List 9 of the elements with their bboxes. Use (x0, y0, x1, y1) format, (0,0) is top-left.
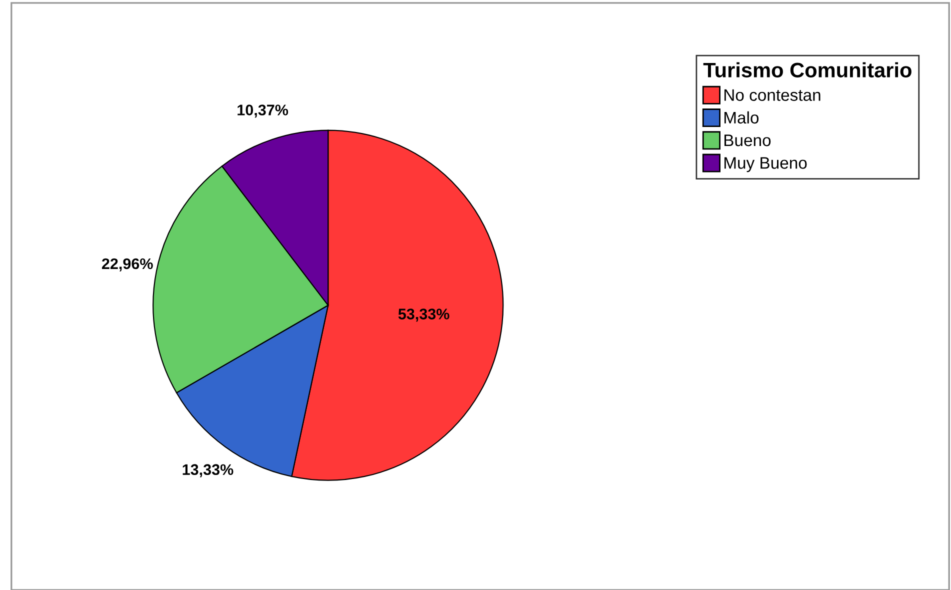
legend-label: Muy Bueno (724, 157, 807, 172)
data-label: 22,96% (102, 258, 153, 272)
data-label: 53,33% (398, 308, 450, 322)
data-label: 13,33% (182, 464, 234, 478)
legend-label: Malo (724, 111, 759, 124)
legend-label: No contestan (724, 89, 820, 101)
legend-label: Bueno (724, 134, 771, 146)
data-label: 10,37% (238, 104, 288, 118)
legend-title: Turismo Comunitario (703, 62, 912, 78)
